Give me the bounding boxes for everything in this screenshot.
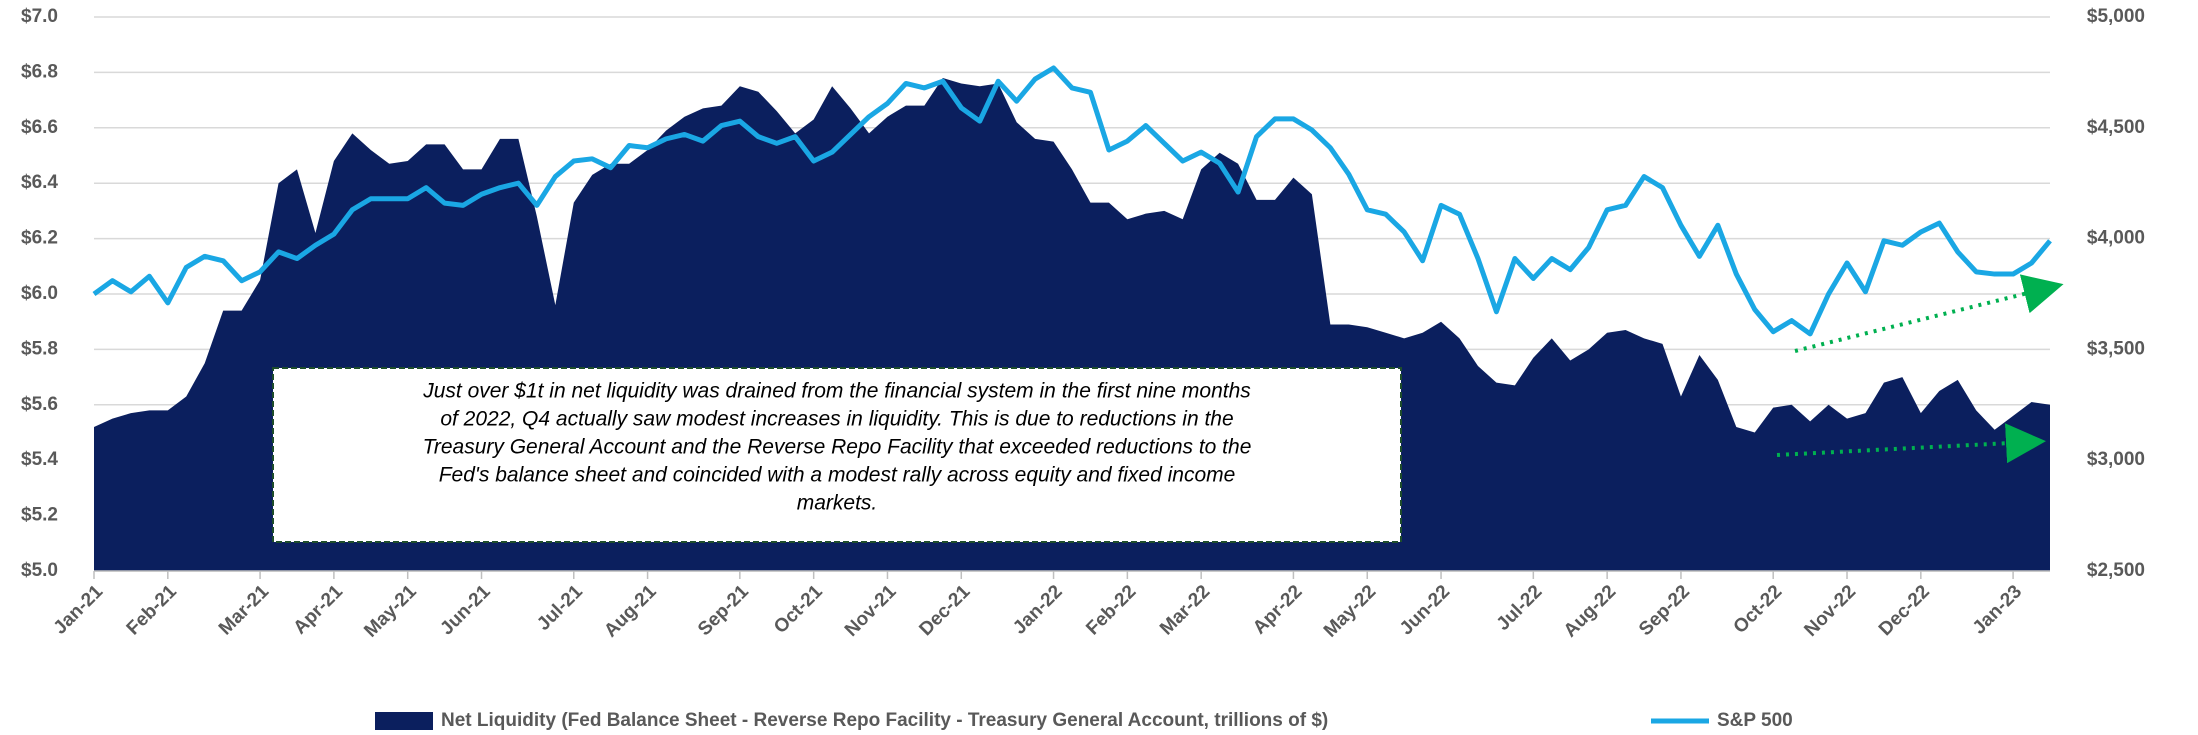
legend-swatch — [375, 712, 433, 730]
x-tick-label: Feb-21 — [123, 581, 181, 639]
y-tick-label: $6.4 — [21, 172, 58, 193]
y-tick-label: $5.4 — [21, 449, 58, 470]
x-tick-label: Jan-21 — [50, 581, 108, 639]
x-tick-label: Feb-22 — [1082, 581, 1140, 639]
annotation-text: markets. — [797, 492, 878, 515]
y-tick-label: $6.2 — [21, 228, 58, 249]
y-tick-label: $6.6 — [21, 117, 58, 138]
y2-tick-label: $4,000 — [2087, 228, 2145, 249]
legend-label: Net Liquidity (Fed Balance Sheet - Rever… — [441, 710, 1328, 731]
x-tick-label: Jul-21 — [533, 581, 587, 635]
x-tick-label: Mar-21 — [215, 581, 273, 639]
x-tick-label: Jan-22 — [1009, 581, 1066, 638]
x-tick-label: May-22 — [1320, 581, 1380, 641]
y-tick-label: $5.8 — [21, 338, 58, 359]
trend-arrow — [1794, 274, 2064, 353]
annotation-text: Fed's balance sheet and coincided with a… — [439, 464, 1236, 487]
y2-tick-label: $5,000 — [2087, 6, 2145, 27]
x-tick-label: Jun-22 — [1396, 581, 1454, 639]
annotation-box — [272, 367, 1402, 543]
x-tick-label: Jan-23 — [1969, 581, 2026, 638]
annotation-text: of 2022, Q4 actually saw modest increase… — [440, 408, 1233, 431]
x-tick-label: Nov-22 — [1800, 581, 1860, 641]
x-tick-label: Sep-22 — [1635, 581, 1694, 640]
y2-tick-label: $4,500 — [2087, 117, 2145, 138]
x-tick-label: Aug-22 — [1560, 581, 1620, 641]
y-tick-label: $6.8 — [21, 61, 58, 82]
y2-tick-label: $2,500 — [2087, 560, 2145, 581]
legend-label: S&P 500 — [1717, 710, 1793, 731]
annotation-text: Treasury General Account and the Reverse… — [423, 436, 1252, 459]
x-tick-label: Oct-21 — [770, 581, 827, 638]
x-tick-label: Apr-21 — [290, 581, 348, 639]
y-tick-label: $6.0 — [21, 283, 58, 304]
y-tick-label: $5.2 — [21, 505, 58, 526]
line — [92, 65, 2052, 337]
annotation-text: Just over $1t in net liquidity was drain… — [422, 380, 1251, 403]
x-tick-label: May-21 — [360, 581, 421, 642]
x-tick-label: Dec-21 — [915, 581, 974, 640]
x-tick-label: Aug-21 — [600, 581, 661, 642]
x-tick-label: Jul-22 — [1493, 581, 1547, 635]
x-tick-label: Apr-22 — [1249, 581, 1306, 638]
x-tick-label: Oct-22 — [1730, 581, 1787, 638]
y2-tick-label: $3,500 — [2087, 338, 2145, 359]
y2-tick-label: $3,000 — [2087, 449, 2145, 470]
y-tick-label: $5.0 — [21, 560, 58, 581]
x-tick-label: Nov-21 — [841, 581, 901, 641]
x-tick-label: Dec-22 — [1875, 581, 1934, 640]
y-tick-label: $7.0 — [21, 6, 58, 27]
x-tick-label: Sep-21 — [694, 581, 753, 640]
x-tick-label: Mar-22 — [1156, 581, 1214, 639]
trend-arrow — [1776, 423, 2046, 464]
x-tick-label: Jun-21 — [436, 581, 494, 639]
y-tick-label: $5.6 — [21, 394, 58, 415]
